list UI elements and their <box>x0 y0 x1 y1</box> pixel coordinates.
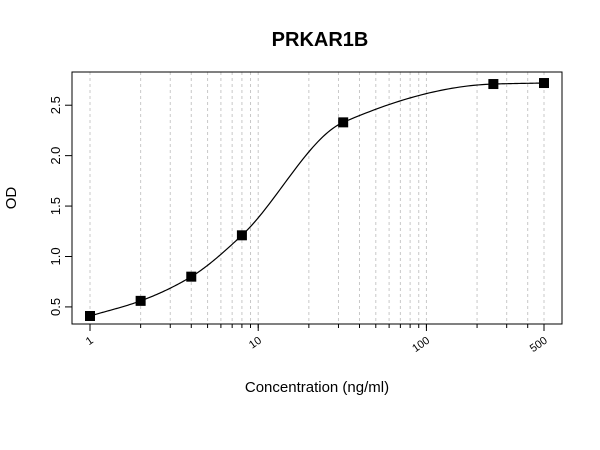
x-tick-label: 10 <box>247 335 264 352</box>
x-axis-label: Concentration (ng/ml) <box>245 379 389 396</box>
y-tick-label: 2.0 <box>48 147 63 165</box>
data-points <box>85 78 549 321</box>
data-point <box>85 310 95 321</box>
data-point <box>488 79 499 90</box>
data-point <box>539 78 549 89</box>
data-point <box>338 117 349 128</box>
chart-title: PRKAR1B <box>272 29 369 51</box>
data-point <box>236 230 247 241</box>
plot-area <box>71 71 563 325</box>
fit-curve <box>89 82 545 317</box>
data-point <box>186 271 197 282</box>
grid <box>89 72 545 324</box>
y-tick-label: 0.5 <box>48 298 63 316</box>
x-tick-label: 100 <box>410 335 432 355</box>
y-tick-label: 2.5 <box>48 96 63 114</box>
y-axis: 0.5 1.0 1.5 2.0 2.5 <box>48 96 72 316</box>
y-axis-label: OD <box>3 187 20 210</box>
data-point <box>135 295 146 306</box>
x-axis: 1 10 100 500 <box>84 324 550 355</box>
y-tick-label: 1.5 <box>48 197 63 215</box>
x-tick-label: 500 <box>528 335 550 355</box>
y-tick-label: 1.0 <box>48 247 63 265</box>
x-tick-label: 1 <box>84 335 96 348</box>
